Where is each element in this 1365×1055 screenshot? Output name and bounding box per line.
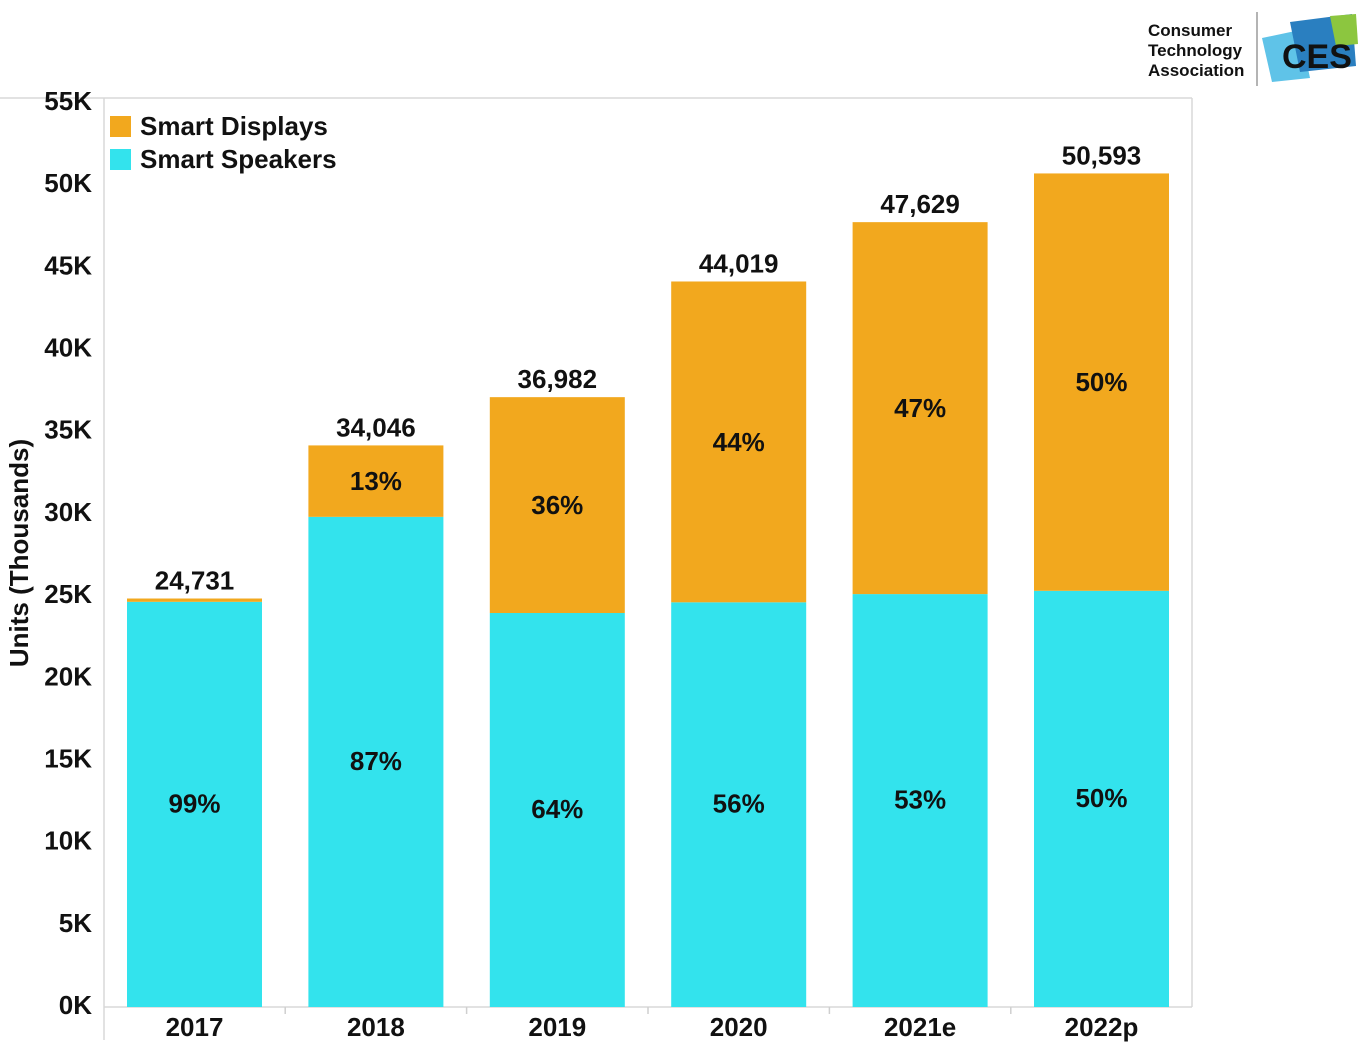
bar-total-label: 50,593 [1062,140,1142,170]
x-tick-label: 2017 [166,1012,224,1042]
bar-smart-speakers [852,594,988,1007]
speakers-pct-label: 53% [894,785,946,815]
displays-pct-label: 13% [350,466,402,496]
speakers-pct-label: 87% [350,746,402,776]
logo-line-association: Association [1148,61,1244,80]
y-tick-label: 45K [44,250,92,280]
legend-swatch-smart-speakers [110,149,131,170]
x-tick-labels: 2017 2018 2019 2020 2021e 2022p [166,1007,1139,1042]
legend: Smart Displays Smart Speakers [110,111,337,174]
speakers-pct-label: 50% [1075,783,1127,813]
bar-total-label: 34,046 [336,412,416,442]
bar-smart-speakers [1034,590,1169,1007]
y-tick-label: 40K [44,333,92,363]
bar-total-label: 24,731 [155,566,235,596]
displays-pct-label: 50% [1075,367,1127,397]
logo-line-technology: Technology [1148,41,1243,60]
logo-line-consumer: Consumer [1148,21,1232,40]
bar-total-label: 47,629 [880,189,960,219]
y-tick-label: 20K [44,661,92,691]
bar-smart-displays [671,281,807,603]
y-tick-label: 10K [44,826,92,856]
y-tick-label: 25K [44,579,92,609]
bar-smart-displays [1034,173,1169,591]
speakers-pct-label: 64% [531,794,583,824]
y-tick-label: 50K [44,168,92,198]
x-tick-label: 2021e [884,1012,956,1042]
displays-pct-label: 36% [531,490,583,520]
bar-total-label: 36,982 [518,364,598,394]
y-tick-label: 35K [44,415,92,445]
bar-smart-displays [852,222,988,595]
y-axis-title: Units (Thousands) [4,439,34,667]
ces-mark-icon: CES [1262,14,1358,82]
speakers-pct-label: 56% [713,789,765,819]
x-tick-label: 2019 [528,1012,586,1042]
y-tick-labels: 0K 5K 10K 15K 20K 25K 30K 35K 40K 45K 50K 55K [44,86,92,1020]
speakers-pct-label: 99% [168,788,220,818]
legend-label-smart-speakers: Smart Speakers [140,144,337,174]
x-tick-label: 2020 [710,1012,768,1042]
bar-smart-displays [127,598,262,602]
y-tick-label: 30K [44,497,92,527]
ces-mark-text: CES [1282,38,1352,76]
x-tick-label: 2018 [347,1012,405,1042]
bars: 24,731 99% 34,046 87% 13% 36,982 64% 36% 44,019 5… [127,140,1169,1007]
bar-smart-speakers [127,601,262,1007]
displays-pct-label: 44% [713,427,765,457]
bar-smart-displays [308,445,444,517]
bar-smart-displays [489,397,625,613]
cta-ces-logo: Consumer Technology Association CES [1148,12,1358,86]
bar-smart-speakers [489,612,625,1007]
x-tick-label: 2022p [1065,1012,1139,1042]
y-tick-label: 15K [44,743,92,773]
legend-label-smart-displays: Smart Displays [140,111,328,141]
bar-smart-speakers [671,602,807,1007]
legend-swatch-smart-displays [110,116,131,137]
bar-total-label: 44,019 [699,248,779,278]
bar-smart-speakers [308,516,444,1007]
y-tick-label: 5K [59,908,92,938]
displays-pct-label: 47% [894,393,946,423]
y-tick-label: 55K [44,86,92,116]
y-tick-label: 0K [59,990,92,1020]
